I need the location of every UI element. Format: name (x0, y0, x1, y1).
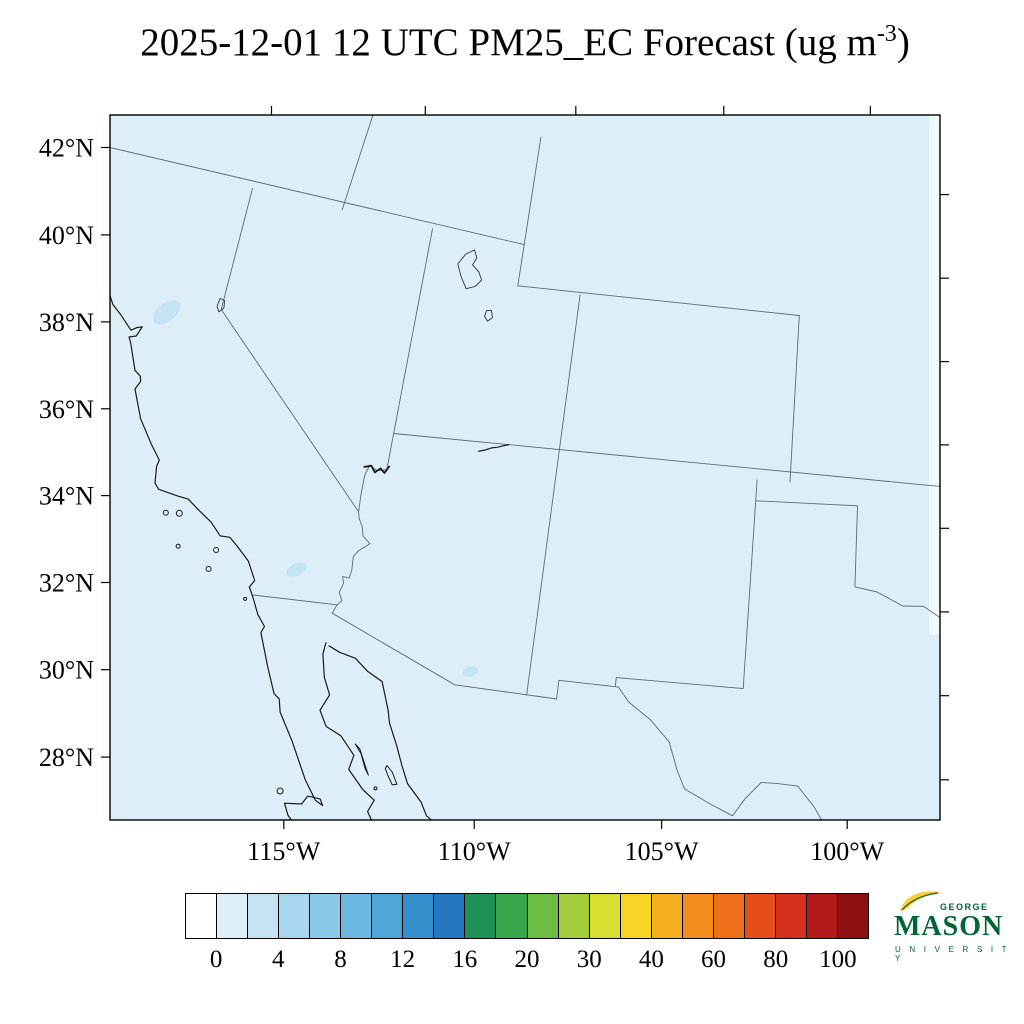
tiburon-island (384, 765, 398, 786)
colorbar-cell (186, 894, 218, 938)
domain-edge-strip (929, 115, 940, 635)
colorbar-cell (434, 894, 466, 938)
colorbar-cell (775, 894, 807, 938)
map-layer (110, 115, 940, 820)
texas-oklahoma-border (755, 500, 940, 619)
lat-tick-label: 38°N (39, 308, 94, 337)
title-superscript: -3 (876, 21, 897, 47)
pm-field-background (110, 115, 940, 820)
utah-colorado-border (557, 294, 581, 461)
gmu-logo-university-text: U N I V E R S I T Y (895, 945, 1010, 963)
cedros-island (276, 787, 284, 795)
san-lorenzo-island (373, 786, 378, 791)
gmu-logo-mason-text: MASON (894, 911, 1004, 942)
parallel-41n-border (517, 285, 800, 316)
idaho-wyoming-border (517, 136, 542, 287)
page-title: 2025-12-01 12 UTC PM25_EC Forecast (ug m… (13, 20, 1024, 65)
colorbar-cell (310, 894, 342, 938)
lon-tick-label: 115°W (247, 837, 320, 866)
colorbar-cell (682, 894, 714, 938)
baja-california-east-coastline (319, 642, 375, 820)
parallel-42n-border (110, 147, 525, 246)
great-salt-lake (457, 249, 483, 290)
oregon-idaho-border (341, 115, 374, 211)
newmexico-texas-border (614, 479, 758, 690)
angel-de-la-guarda-island (354, 743, 369, 776)
colorbar-cell (527, 894, 559, 938)
colorbar-cell (248, 894, 280, 938)
map-frame (109, 114, 941, 821)
us-mexico-border-west (251, 594, 619, 700)
colorbar-cell (341, 894, 373, 938)
colorbar-cell (651, 894, 683, 938)
colorbar-cell (403, 894, 435, 938)
colorbar-cell (558, 894, 590, 938)
lat-tick-label: 30°N (39, 656, 94, 685)
lon-tick-label: 100°W (810, 837, 884, 866)
santa-cruz-island (175, 509, 183, 517)
baja-california-west-coastline (251, 594, 324, 820)
arizona-newmexico-border (526, 459, 559, 696)
lake-tahoe (216, 298, 226, 313)
lat-tick-label: 28°N (39, 743, 94, 772)
lake-powell (477, 444, 510, 452)
colorbar-cell (837, 894, 869, 938)
utah-lake (484, 309, 493, 322)
california-coastline (110, 293, 256, 596)
santa-rosa-island (162, 509, 169, 516)
rio-grande-border (618, 686, 823, 820)
lat-tick-label: 32°N (39, 569, 94, 598)
colorbar-cell (465, 894, 497, 938)
colorbar-cell (372, 894, 404, 938)
pm-patch-border (462, 666, 479, 677)
colorbar-cell (806, 894, 838, 938)
pm-patch-central-valley (152, 300, 181, 325)
colorbar-cell (713, 894, 745, 938)
title-suffix: ) (896, 21, 910, 64)
nevada-utah-border (386, 228, 433, 471)
lon-tick-label: 105°W (625, 837, 699, 866)
colorado-kansas-border (789, 315, 800, 483)
san-nicolas-island (175, 543, 181, 549)
colorbar (185, 893, 869, 939)
colorbar-cell (496, 894, 528, 938)
coronado-islands (243, 596, 248, 601)
lon-tick-label: 110°W (438, 837, 511, 866)
catalina-island (213, 547, 220, 553)
lat-tick-label: 34°N (39, 482, 94, 511)
colorbar-cell (279, 894, 311, 938)
lat-tick-label: 42°N (39, 134, 94, 163)
parallel-37n-border (393, 433, 940, 487)
lat-tick-label: 36°N (39, 395, 94, 424)
colorbar-cell (620, 894, 652, 938)
california-arizona-river-border (336, 511, 371, 606)
gmu-logo: GEORGE MASON U N I V E R S I T Y (892, 889, 1018, 981)
colorbar-cell (744, 894, 776, 938)
gmu-logo-george-text: GEORGE (940, 902, 989, 912)
lake-mead (363, 464, 390, 474)
pm-patch-salton (286, 562, 307, 577)
colorbar-cell (589, 894, 621, 938)
sonora-coastline (328, 645, 433, 820)
colorbar-cell (217, 894, 249, 938)
san-clemente-island (205, 565, 212, 572)
gmu-leaf-icon (900, 891, 942, 911)
california-nevada-border (220, 187, 360, 513)
lat-tick-label: 40°N (39, 221, 94, 250)
title-text: 2025-12-01 12 UTC PM25_EC Forecast (ug m (140, 21, 877, 64)
